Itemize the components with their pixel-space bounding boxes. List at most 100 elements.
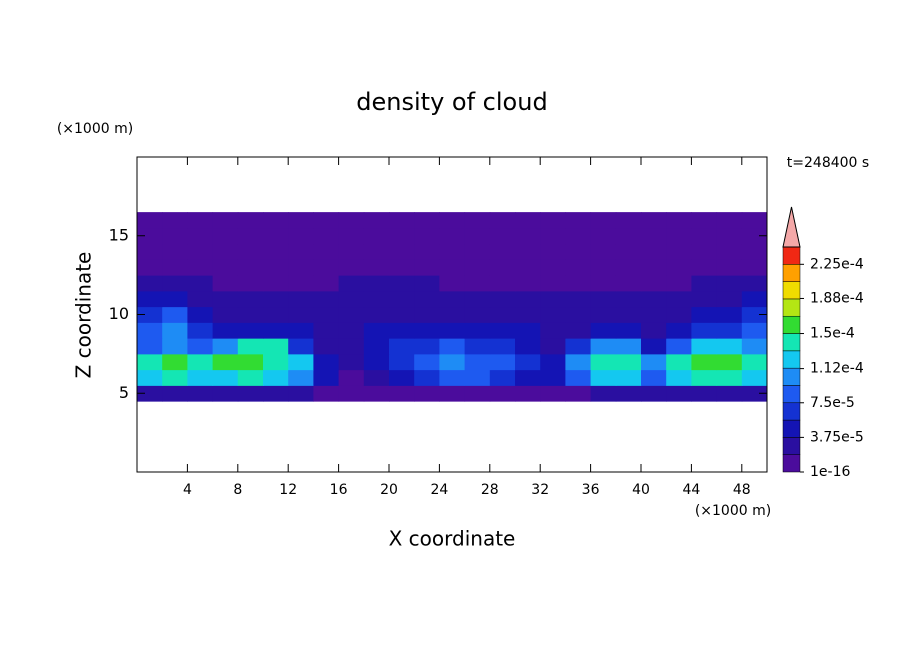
field-cell bbox=[338, 338, 365, 355]
field-cell bbox=[263, 275, 289, 292]
field-cell bbox=[641, 243, 667, 260]
colorbar-band bbox=[782, 437, 801, 455]
field-cell bbox=[615, 212, 642, 229]
field-cell bbox=[464, 338, 491, 355]
field-cell bbox=[716, 338, 743, 355]
field-cell bbox=[212, 259, 239, 276]
x-tick-label: 12 bbox=[279, 482, 297, 498]
field-cell bbox=[389, 385, 415, 402]
field-cell bbox=[741, 227, 768, 245]
field-cell bbox=[237, 385, 264, 402]
field-cell bbox=[237, 290, 264, 308]
field-cell bbox=[666, 212, 692, 229]
field-cell bbox=[691, 290, 718, 308]
colorbar-band bbox=[782, 246, 801, 265]
field-cell bbox=[439, 306, 466, 323]
field-cell bbox=[515, 338, 541, 355]
field-cell bbox=[691, 227, 718, 245]
field-cell bbox=[489, 338, 516, 355]
field-cell bbox=[439, 259, 466, 276]
field-cell bbox=[212, 275, 239, 292]
field-cell bbox=[489, 227, 516, 245]
field-cell bbox=[515, 385, 541, 402]
field-cell bbox=[288, 259, 314, 276]
field-cell bbox=[187, 385, 214, 402]
colorbar-band bbox=[782, 298, 801, 317]
field-cell bbox=[439, 353, 466, 371]
field-cell bbox=[691, 259, 718, 276]
field-cell bbox=[162, 275, 188, 292]
field-cell bbox=[691, 338, 718, 355]
field-cell bbox=[263, 369, 289, 386]
y-axis-label: Z coordinate bbox=[72, 252, 96, 379]
field-cell bbox=[414, 385, 440, 402]
field-cell bbox=[137, 243, 163, 260]
field-cell bbox=[489, 385, 516, 402]
field-cell bbox=[540, 353, 566, 371]
field-cell bbox=[590, 227, 617, 245]
y-unit: (×1000 m) bbox=[57, 121, 133, 137]
field-cell bbox=[515, 322, 541, 339]
field-cell bbox=[464, 243, 491, 260]
field-cell bbox=[464, 369, 491, 386]
field-cell bbox=[439, 243, 466, 260]
field-cell bbox=[363, 338, 390, 355]
colorbar-band bbox=[782, 402, 801, 421]
field-cell bbox=[515, 290, 541, 308]
field-cell bbox=[137, 369, 163, 386]
field-cell bbox=[313, 306, 340, 323]
field-cell bbox=[489, 290, 516, 308]
field-cell bbox=[414, 243, 440, 260]
field-cell bbox=[363, 259, 390, 276]
field-cell bbox=[162, 259, 188, 276]
field-cell bbox=[162, 338, 188, 355]
field-cell bbox=[363, 243, 390, 260]
field-cell bbox=[313, 369, 340, 386]
field-cell bbox=[565, 243, 592, 260]
field-cell bbox=[288, 290, 314, 308]
field-cell bbox=[489, 275, 516, 292]
field-cell bbox=[187, 369, 214, 386]
field-cell bbox=[439, 385, 466, 402]
field-cell bbox=[565, 275, 592, 292]
x-tick-label: 48 bbox=[733, 482, 751, 498]
field-cell bbox=[590, 369, 617, 386]
field-cell bbox=[389, 259, 415, 276]
field-cell bbox=[540, 385, 566, 402]
field-cell bbox=[691, 369, 718, 386]
colorbar-tick-label: 1.5e-4 bbox=[810, 326, 855, 342]
field-cell bbox=[641, 275, 667, 292]
field-cell bbox=[263, 227, 289, 245]
x-tick-label: 20 bbox=[380, 482, 398, 498]
field-cell bbox=[590, 275, 617, 292]
field-cell bbox=[187, 227, 214, 245]
x-tick-label: 36 bbox=[582, 482, 600, 498]
field-cell bbox=[313, 353, 340, 371]
field-cell bbox=[187, 338, 214, 355]
field-cell bbox=[615, 385, 642, 402]
field-cell bbox=[464, 385, 491, 402]
field-cell bbox=[237, 227, 264, 245]
field-cell bbox=[288, 212, 314, 229]
colorbar-band bbox=[782, 315, 801, 334]
field-cell bbox=[540, 369, 566, 386]
field-cell bbox=[288, 227, 314, 245]
field-cell bbox=[464, 322, 491, 339]
field-cell bbox=[641, 259, 667, 276]
field-cell bbox=[615, 369, 642, 386]
field-cell bbox=[212, 385, 239, 402]
field-cell bbox=[363, 212, 390, 229]
field-cell bbox=[137, 275, 163, 292]
field-cell bbox=[741, 353, 768, 371]
field-cell bbox=[313, 385, 340, 402]
field-cell bbox=[212, 322, 239, 339]
field-cell bbox=[615, 290, 642, 308]
field-cell bbox=[464, 290, 491, 308]
field-cell bbox=[489, 212, 516, 229]
field-cell bbox=[540, 243, 566, 260]
field-cell bbox=[414, 259, 440, 276]
chart-title: density of cloud bbox=[356, 88, 547, 116]
field-cell bbox=[338, 243, 365, 260]
field-cell bbox=[187, 353, 214, 371]
field-cell bbox=[363, 353, 390, 371]
